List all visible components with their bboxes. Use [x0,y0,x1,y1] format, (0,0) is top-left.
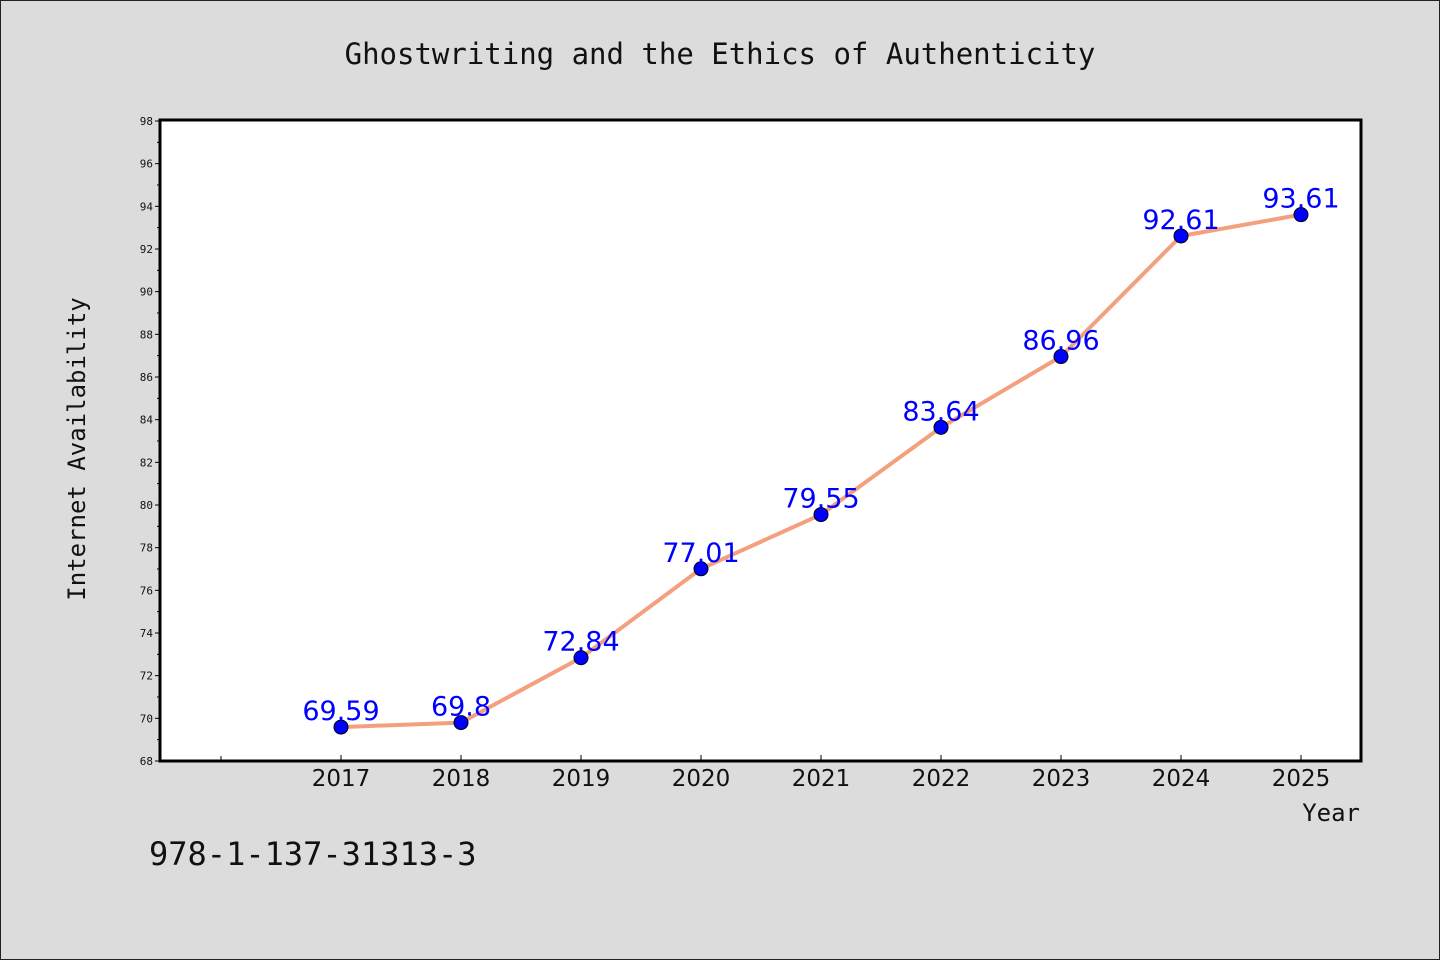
x-tick-label: 2025 [1272,766,1331,792]
y-tick-label: 92 [140,243,153,256]
y-tick-label: 94 [140,200,154,213]
data-point [1293,207,1309,223]
chart-title: Ghostwriting and the Ethics of Authentic… [345,37,1096,71]
plot-area [158,118,1363,763]
data-point [1173,228,1189,244]
x-tick-label: 2018 [432,766,491,792]
y-axis: 68 70 72 74 76 78 80 82 84 86 88 90 92 94 96 98 [140,115,161,768]
y-tick-label: 86 [140,371,153,384]
y-tick-label: 80 [140,499,153,512]
x-tick-label: 2024 [1152,766,1211,792]
y-tick-label: 72 [140,670,153,683]
isbn-footer: 978-1-137-31313-3 [149,835,477,873]
y-tick-label: 70 [140,712,153,725]
data-point [813,507,829,523]
x-axis-label: Year [1302,799,1360,827]
y-axis-label: Internet Availability [63,297,91,600]
data-point [1053,349,1069,365]
data-label: 83.64 [902,396,979,427]
data-point [573,650,589,666]
data-label: 86.96 [1022,326,1099,357]
series-markers [333,207,1309,735]
x-tick-label: 2017 [312,766,371,792]
x-tick-label: 2021 [792,766,851,792]
x-tick-label: 2019 [552,766,611,792]
data-label: 69.8 [431,692,491,723]
y-tick-label: 90 [140,286,153,299]
data-point [693,561,709,577]
data-point [333,719,349,735]
data-label: 69.59 [302,696,379,727]
x-tick-label: 2022 [912,766,971,792]
data-label: 92.61 [1142,205,1219,236]
data-labels: 69.59 69.8 72.84 77.01 79.55 83.64 86.96 92.61 9… [302,184,1339,727]
data-label: 77.01 [662,538,739,569]
data-label: 72.84 [542,627,619,658]
y-tick-label: 98 [140,115,153,128]
y-tick-label: 76 [140,584,153,597]
data-label: 93.61 [1262,184,1339,215]
y-tick-label: 74 [140,627,154,640]
data-point [933,419,949,435]
x-tick-label: 2020 [672,766,731,792]
y-tick-label: 68 [140,755,153,768]
data-point [453,715,469,731]
data-label: 79.55 [782,484,859,515]
y-tick-label: 96 [140,158,153,171]
x-axis: 2017 2018 2019 2020 2021 2022 2023 2024 2025 [220,755,1331,792]
y-tick-label: 82 [140,456,153,469]
y-tick-label: 84 [140,414,154,427]
y-tick-label: 78 [140,542,153,555]
y-tick-label: 88 [140,328,153,341]
x-tick-label: 2023 [1032,766,1091,792]
